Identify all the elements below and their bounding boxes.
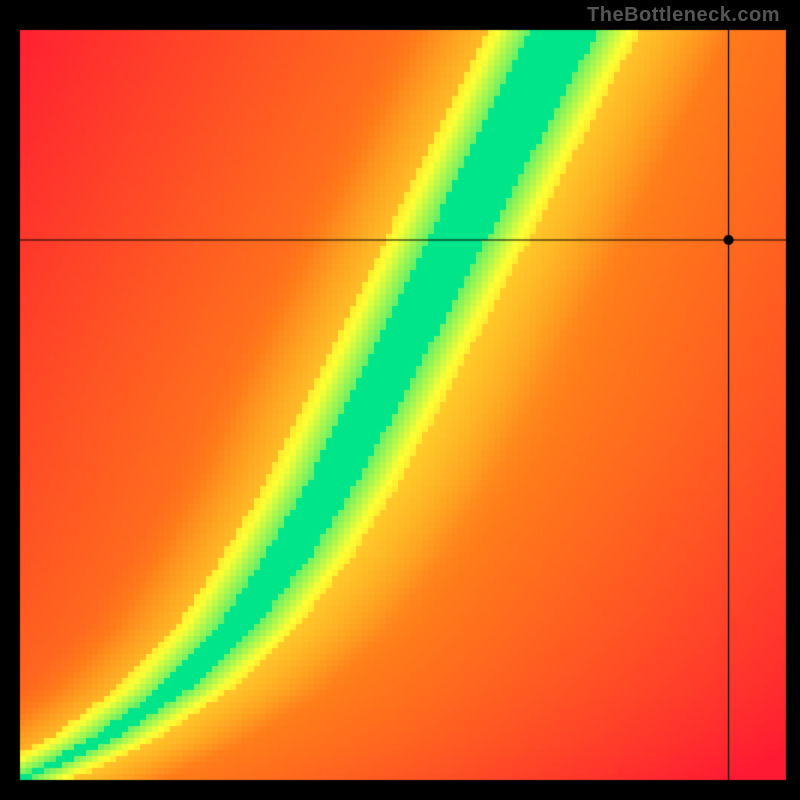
bottleneck-heatmap — [0, 0, 800, 800]
watermark-text: TheBottleneck.com — [587, 4, 780, 27]
